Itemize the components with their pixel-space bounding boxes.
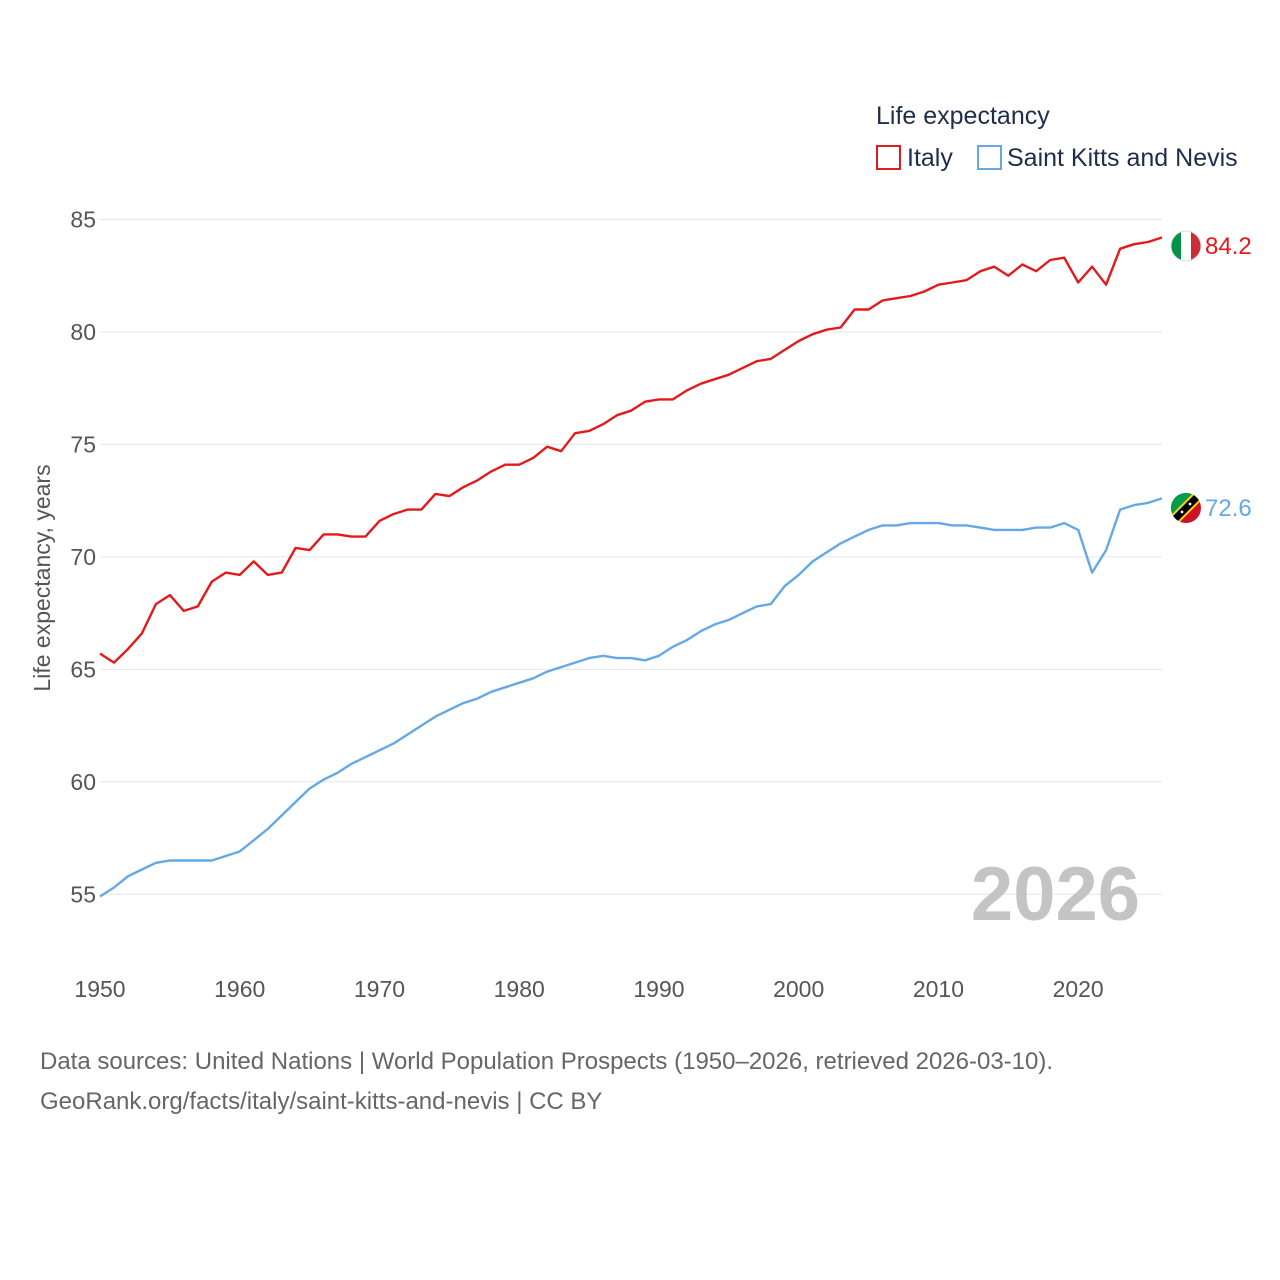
- year-watermark: 2026: [971, 852, 1140, 937]
- saint-kitts-and-nevis-flag-icon: [1171, 493, 1201, 523]
- x-tick-1960: 1960: [214, 976, 265, 1002]
- x-tick-2000: 2000: [773, 976, 824, 1002]
- end-label-italy: 84.2: [1205, 233, 1252, 260]
- y-tick-65: 65: [70, 656, 96, 682]
- y-axis-title: Life expectancy, years: [29, 464, 55, 691]
- x-tick-2020: 2020: [1053, 976, 1104, 1002]
- x-tick-1970: 1970: [354, 976, 405, 1002]
- series-line-saint-kitts-and-nevis: [99, 497, 1163, 898]
- source-line-link[interactable]: GeoRank.org/facts/italy/saint-kitts-and-…: [40, 1088, 603, 1115]
- italy-flag-border: [1170, 230, 1202, 262]
- x-tick-2010: 2010: [913, 976, 964, 1002]
- legend: Life expectancy Italy Saint Kitts and Ne…: [876, 102, 1238, 172]
- y-axis-ticks: 55 60 65 70 75 80 85: [70, 206, 96, 907]
- legend-title: Life expectancy: [876, 102, 1050, 130]
- series-line-italy: [99, 236, 1163, 664]
- y-tick-85: 85: [70, 206, 96, 232]
- y-tick-80: 80: [70, 319, 96, 345]
- y-tick-60: 60: [70, 769, 96, 795]
- end-label-saint-kitts-and-nevis: 72.6: [1205, 495, 1252, 522]
- source-line-data: Data sources: United Nations | World Pop…: [40, 1048, 1054, 1075]
- grid-lines: [100, 218, 1162, 895]
- series-lines: [99, 236, 1163, 898]
- y-tick-70: 70: [70, 544, 96, 570]
- y-tick-75: 75: [70, 431, 96, 457]
- x-tick-1950: 1950: [74, 976, 125, 1002]
- x-tick-1990: 1990: [633, 976, 684, 1002]
- source-note: Data sources: United Nations | World Pop…: [40, 1042, 1053, 1122]
- x-tick-1980: 1980: [494, 976, 545, 1002]
- y-tick-55: 55: [70, 881, 96, 907]
- legend-label-italy: Italy: [907, 144, 953, 172]
- x-axis-ticks: 1950 1960 1970 1980 1990 2000 2010 2020: [74, 976, 1103, 1002]
- line-chart: 55 60 65 70 75 80 85 1950 1960 1970 1980 1990 2000 2…: [29, 102, 1252, 1002]
- italy-flag-icon: [1171, 231, 1201, 261]
- legend-label-saint-kitts-and-nevis: Saint Kitts and Nevis: [1007, 144, 1238, 172]
- legend-swatch-italy: [876, 145, 901, 170]
- legend-swatch-saint-kitts-and-nevis: [977, 145, 1002, 170]
